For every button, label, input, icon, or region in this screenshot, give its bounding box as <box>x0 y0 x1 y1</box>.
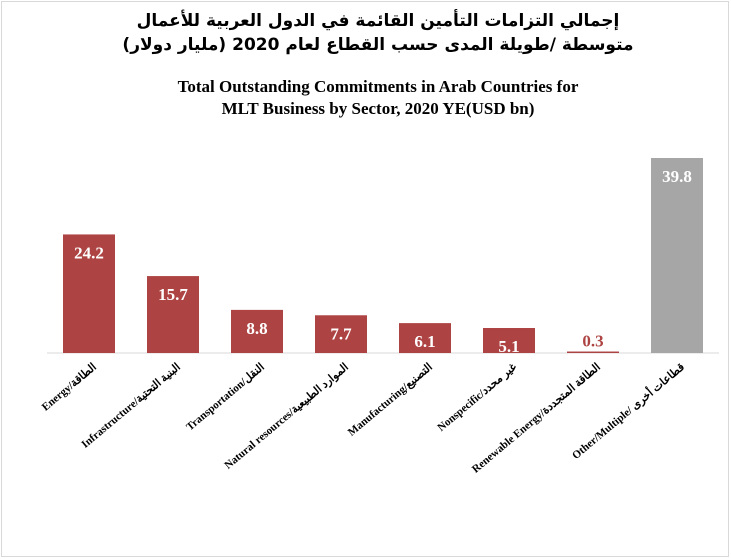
value-label: 8.8 <box>246 319 267 338</box>
bar <box>567 351 619 353</box>
value-label: 39.8 <box>662 167 692 186</box>
value-label: 0.3 <box>582 332 603 351</box>
value-label: 24.2 <box>74 243 104 262</box>
bar <box>147 276 199 353</box>
chart-title: MLT Business by Sector, 2020 YE(USD bn) <box>222 99 535 118</box>
chart-title: متوسطة /طويلة المدى حسب القطاع لعام 2020… <box>122 35 633 55</box>
value-label: 5.1 <box>498 337 519 356</box>
chart-title: Total Outstanding Commitments in Arab Co… <box>178 77 579 96</box>
value-label: 7.7 <box>330 324 352 343</box>
value-label: 6.1 <box>414 332 435 351</box>
bar <box>651 158 703 353</box>
bar <box>399 323 451 353</box>
value-label: 15.7 <box>158 285 188 304</box>
bar <box>315 315 367 353</box>
bar <box>63 234 115 353</box>
bar <box>231 309 283 353</box>
chart-title: إجمالي التزامات التأمين القائمة في الدول… <box>137 9 620 31</box>
bar <box>483 328 535 353</box>
